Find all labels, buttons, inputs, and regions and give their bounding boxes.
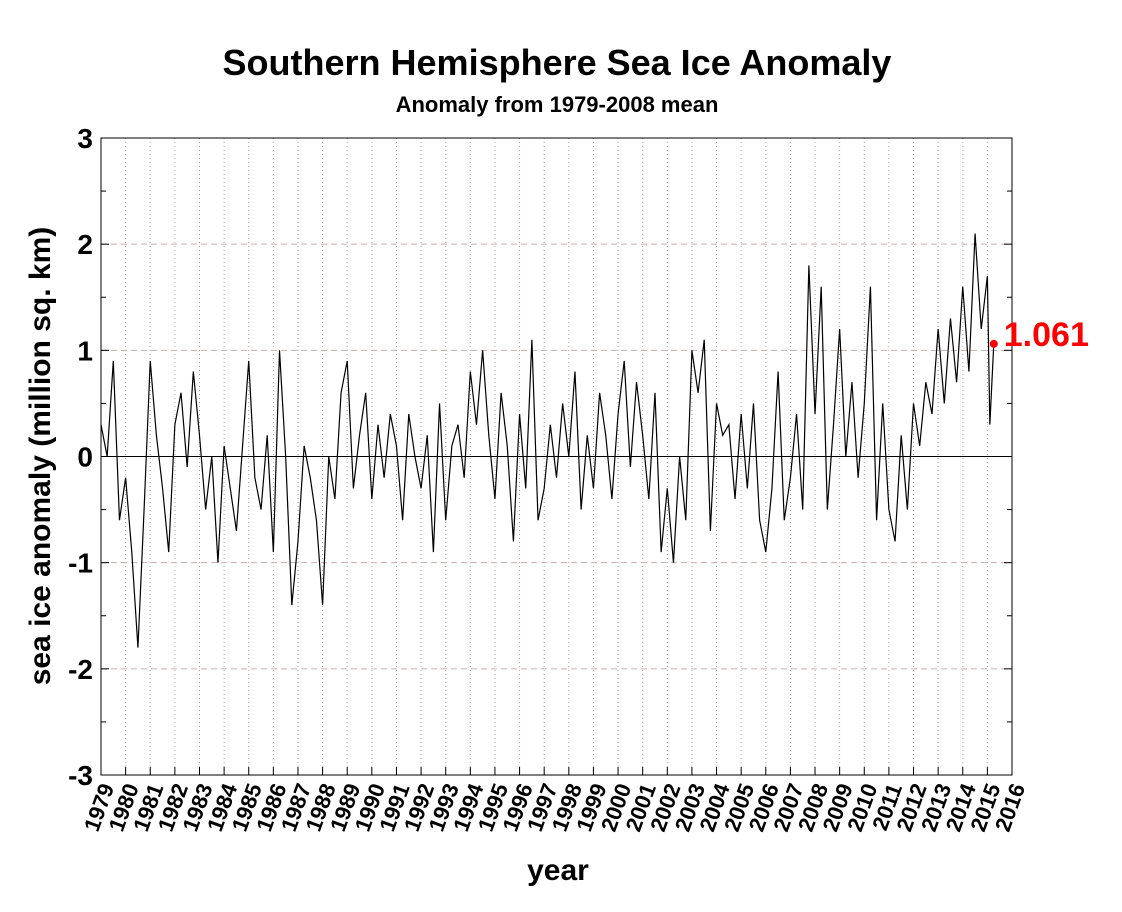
latest-value-label: 1.061 [1004, 316, 1089, 354]
chart-title: Southern Hemisphere Sea Ice Anomaly [223, 42, 892, 83]
latest-point [989, 339, 998, 348]
y-tick-label: 2 [77, 229, 93, 260]
x-axis-label: year [527, 854, 589, 887]
y-tick-label: 1 [77, 335, 93, 366]
y-tick-label: 0 [77, 442, 93, 473]
y-tick-label: -1 [68, 548, 93, 579]
line-series [100, 233, 995, 648]
y-tick-label: 3 [77, 123, 93, 154]
plot-frame [100, 137, 1013, 776]
y-tick-label: -3 [68, 760, 93, 791]
y-axis-label: sea ice anomaly (million sq. km) [24, 227, 57, 686]
chart-subtitle: Anomaly from 1979-2008 mean [396, 92, 719, 117]
y-tick-label: -2 [68, 654, 93, 685]
